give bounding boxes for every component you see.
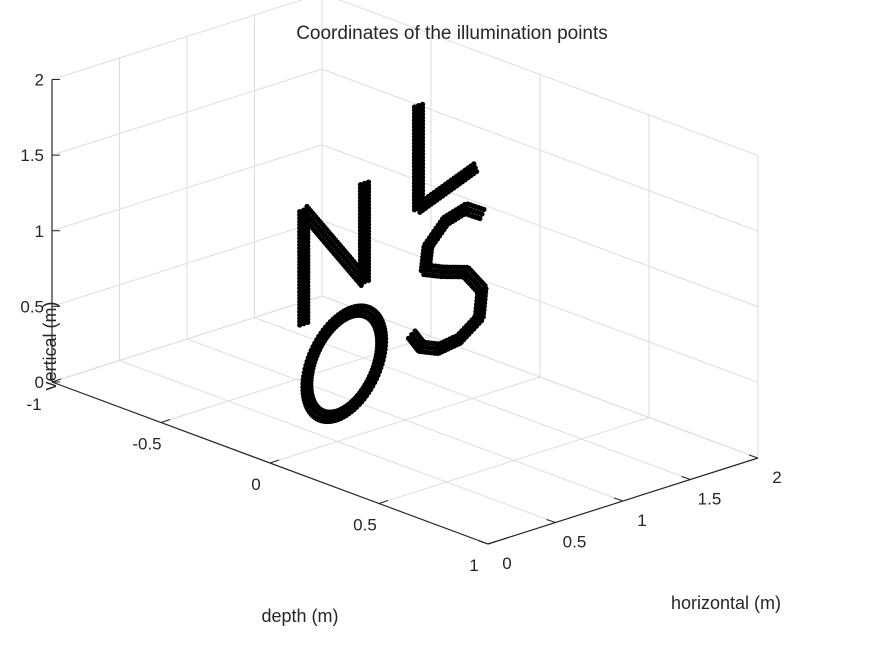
data-point-N xyxy=(361,180,368,186)
grid-line-sidewall-z xyxy=(321,219,759,383)
tick-marks xyxy=(51,79,759,545)
y-tick-mark xyxy=(748,454,759,459)
z-tick-label: 1 xyxy=(35,222,44,241)
data-point-S xyxy=(418,267,424,274)
x-tick-label: 0.5 xyxy=(353,516,377,535)
grid-line-backwall-z xyxy=(51,295,323,383)
x-tick-mark xyxy=(160,419,171,423)
y-tick-mark xyxy=(613,497,624,502)
y-tick-label: 0.5 xyxy=(563,533,587,552)
data-point-S xyxy=(409,332,415,338)
grid-line-floor-y xyxy=(254,317,691,480)
y-tick-mark xyxy=(546,519,556,523)
grid-line-sidewall-z xyxy=(321,295,759,459)
y-axis-label: horizontal (m) xyxy=(671,593,781,613)
x-tick-label: 1 xyxy=(469,556,478,575)
data-point-S xyxy=(405,335,412,341)
grid-line-sidewall-z xyxy=(321,68,759,232)
data-point-N xyxy=(365,179,372,185)
x-tick-label: -0.5 xyxy=(132,435,161,454)
z-tick-label: 1.5 xyxy=(20,146,44,165)
x-tick-mark xyxy=(269,459,280,464)
data-point-L xyxy=(411,207,418,213)
y-tick-label: 0 xyxy=(502,554,511,573)
z-axis-label: vertical (m) xyxy=(40,302,60,391)
grid-line-backwall-z xyxy=(51,0,304,80)
z-tick-label: 0 xyxy=(35,373,44,392)
grid-line-backwall-z xyxy=(51,68,323,156)
x-tick-mark xyxy=(378,500,389,504)
x-axis-label: depth (m) xyxy=(261,606,338,626)
y-tick-mark xyxy=(681,476,691,480)
data-points xyxy=(297,101,489,425)
tick-labels: 0 0.5 1 1.5 2 -1 -0.5 0 0.5 1 0 0.5 1 1.5 2 xyxy=(20,71,781,576)
grid-line-floor-y xyxy=(119,360,556,523)
x-tick-label: -1 xyxy=(26,395,41,414)
chart-title: Coordinates of the illumination points xyxy=(296,23,608,44)
data-point-O xyxy=(375,372,381,378)
y-tick-label: 1.5 xyxy=(698,490,722,509)
z-tick-label: 0.5 xyxy=(20,297,44,316)
data-point-N xyxy=(357,182,364,188)
data-point-S xyxy=(412,328,418,334)
grid-line-backwall-z xyxy=(51,219,323,307)
grid-line-sidewall-z xyxy=(338,0,759,156)
y-tick-label: 2 xyxy=(772,468,781,487)
grid-line-sidewall-z xyxy=(321,144,759,308)
grid-line-backwall-z xyxy=(51,144,323,232)
z-tick-label: 2 xyxy=(35,71,44,90)
data-point-L xyxy=(471,161,477,167)
grid-line-floor-y xyxy=(186,338,624,502)
x-tick-label: 0 xyxy=(251,475,260,494)
x-tick-mark xyxy=(487,540,498,545)
y-tick-label: 1 xyxy=(637,511,646,530)
x-tick-mark xyxy=(51,378,62,383)
y-tick-mark xyxy=(478,540,489,545)
